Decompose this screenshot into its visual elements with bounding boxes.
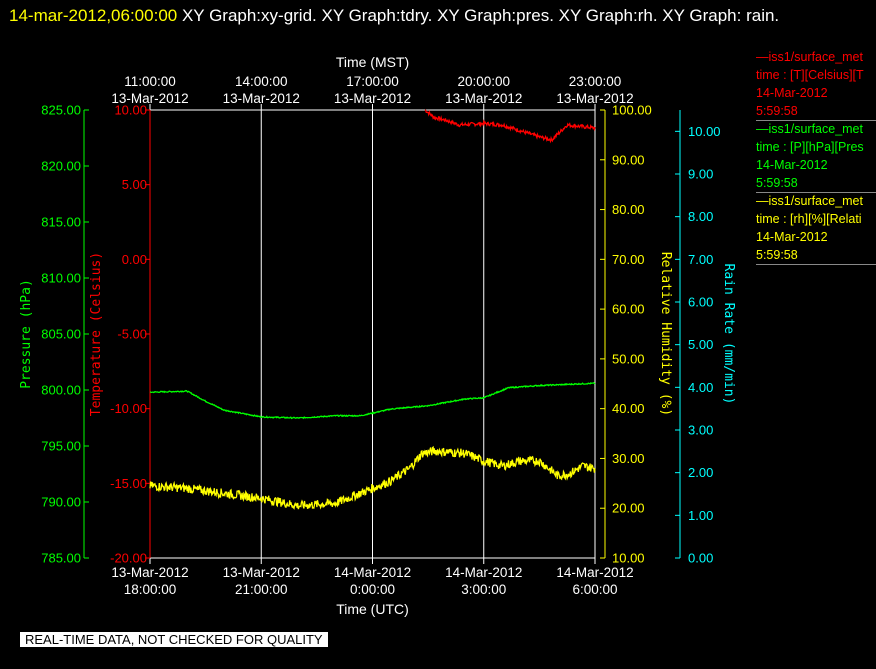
legend-time: 5:59:58 (756, 104, 798, 118)
legend-date: 14-Mar-2012 (756, 86, 828, 100)
humidity-tick-label: 10.00 (612, 551, 645, 566)
rain-tick-label: 0.00 (688, 551, 713, 566)
x-tick-date: 14-Mar-2012 (556, 565, 633, 580)
humidity-tick-label: 90.00 (612, 152, 645, 167)
x-tick-time: 21:00:00 (235, 582, 288, 597)
rain-tick-label: 2.00 (688, 465, 713, 480)
pressure-axis-title: Pressure (hPa) (19, 279, 34, 389)
legend-date: 14-Mar-2012 (756, 158, 828, 172)
rain-tick-label: 10.00 (688, 124, 721, 139)
x-top-tick-date: 13-Mar-2012 (556, 91, 633, 106)
rain-tick-label: 5.00 (688, 337, 713, 352)
pressure-tick-label: 785.00 (41, 551, 81, 566)
humidity-series-line (149, 445, 596, 510)
x-top-tick-time: 11:00:00 (124, 74, 176, 89)
x-tick-time: 18:00:00 (124, 582, 177, 597)
rain-axis-title: Rain Rate (mm/min) (721, 264, 736, 405)
rain-tick-label: 9.00 (688, 167, 713, 182)
humidity-tick-label: 80.00 (612, 202, 645, 217)
x-top-tick-date: 13-Mar-2012 (334, 91, 411, 106)
x-axis-label-utc: Time (UTC) (336, 601, 409, 617)
rain-tick-label: 7.00 (688, 252, 713, 267)
temperature-axis-title: Temperature (Celsius) (89, 252, 104, 416)
pressure-tick-label: 815.00 (41, 215, 81, 230)
header-date: 14-mar-2012,06:00:00 (9, 6, 178, 25)
temperature-series-line (424, 109, 596, 144)
legend-field: time : [rh][%][Relati (756, 212, 862, 226)
pressure-tick-label: 820.00 (41, 159, 81, 174)
temperature-tick-label: 0.00 (122, 252, 147, 267)
legend-date: 14-Mar-2012 (756, 230, 828, 244)
humidity-axis-title: Relative Humidity (%) (658, 252, 673, 416)
legend-name: —iss1/surface_met (756, 122, 863, 136)
temperature-tick-label: -5.00 (117, 327, 147, 342)
pressure-tick-label: 790.00 (41, 495, 81, 510)
humidity-tick-label: 70.00 (612, 252, 645, 267)
x-tick-date: 14-Mar-2012 (334, 565, 411, 580)
pressure-tick-label: 800.00 (41, 383, 81, 398)
x-tick-date: 14-Mar-2012 (445, 565, 522, 580)
legend-field: time : [P][hPa][Pres (756, 140, 864, 154)
temperature-tick-label: -20.00 (110, 551, 147, 566)
legend-name: —iss1/surface_met (756, 50, 863, 64)
x-top-tick-time: 20:00:00 (457, 74, 510, 89)
x-tick-time: 0:00:00 (350, 582, 395, 597)
pressure-tick-label: 825.00 (41, 103, 81, 118)
rain-tick-label: 8.00 (688, 209, 713, 224)
x-top-tick-time: 14:00:00 (235, 74, 288, 89)
humidity-tick-label: 40.00 (612, 401, 645, 416)
temperature-tick-label: -15.00 (110, 476, 147, 491)
humidity-tick-label: 20.00 (612, 501, 645, 516)
temperature-tick-label: 10.00 (114, 103, 147, 118)
rain-tick-label: 6.00 (688, 295, 713, 310)
x-top-tick-date: 13-Mar-2012 (445, 91, 522, 106)
legend-time: 5:59:58 (756, 248, 798, 262)
legend-name: —iss1/surface_met (756, 194, 863, 208)
x-axis-label-mst: Time (MST) (336, 54, 409, 70)
temperature-tick-label: -10.00 (110, 401, 147, 416)
humidity-tick-label: 60.00 (612, 302, 645, 317)
pressure-tick-label: 810.00 (41, 271, 81, 286)
pressure-tick-label: 795.00 (41, 439, 81, 454)
rain-tick-label: 3.00 (688, 423, 713, 438)
humidity-tick-label: 30.00 (612, 451, 645, 466)
header-graphs: XY Graph:xy-grid. XY Graph:tdry. XY Grap… (181, 6, 780, 25)
legend-time: 5:59:58 (756, 176, 798, 190)
x-top-tick-time: 23:00:00 (569, 74, 622, 89)
pressure-series-line (149, 382, 596, 420)
x-top-tick-date: 13-Mar-2012 (223, 91, 300, 106)
pressure-tick-label: 805.00 (41, 327, 81, 342)
x-tick-date: 13-Mar-2012 (111, 565, 188, 580)
x-top-tick-time: 17:00:00 (346, 74, 399, 89)
quality-disclaimer: REAL-TIME DATA, NOT CHECKED FOR QUALITY (20, 632, 328, 647)
x-tick-time: 3:00:00 (461, 582, 506, 597)
humidity-tick-label: 50.00 (612, 351, 645, 366)
rain-tick-label: 1.00 (688, 508, 713, 523)
header: 14-mar-2012,06:00:00 XY Graph:xy-grid. X… (9, 3, 869, 29)
temperature-tick-label: 5.00 (122, 177, 147, 192)
humidity-tick-label: 100.00 (612, 103, 652, 118)
legend-field: time : [T][Celsius][T (756, 68, 864, 82)
x-top-tick-date: 13-Mar-2012 (111, 91, 188, 106)
rain-tick-label: 4.00 (688, 380, 713, 395)
x-tick-date: 13-Mar-2012 (223, 565, 300, 580)
x-tick-time: 6:00:00 (572, 582, 617, 597)
